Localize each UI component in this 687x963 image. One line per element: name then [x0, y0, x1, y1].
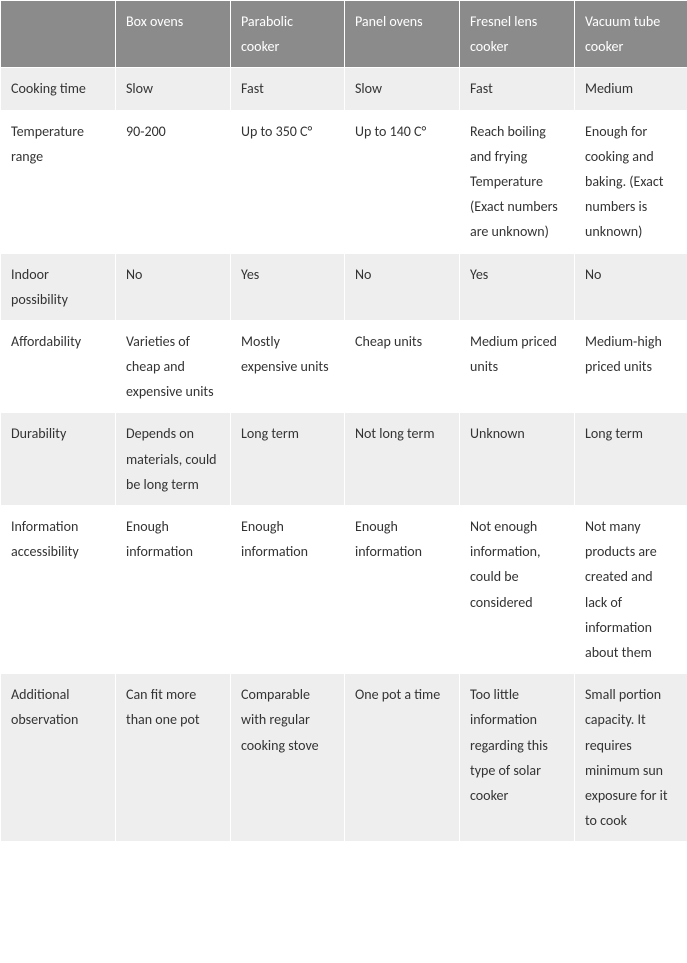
cell: Medium priced units [460, 320, 575, 413]
row-label: Additional observation [1, 674, 116, 842]
cell: Enough information [231, 506, 345, 674]
header-fresnel-lens-cooker: Fresnel lens cooker [460, 1, 575, 68]
cell: Up to 140 C° [345, 110, 460, 253]
comparison-table: Box ovens Parabolic cooker Panel ovens F… [0, 0, 687, 842]
cell: Enough information [345, 506, 460, 674]
table-body: Cooking timeSlowFastSlowFastMediumTemper… [1, 68, 687, 842]
cell: Fast [231, 68, 345, 110]
row-label: Cooking time [1, 68, 116, 110]
table-row: Indoor possibilityNoYesNoYesNo [1, 253, 687, 320]
cell: One pot a time [345, 674, 460, 842]
cell: No [116, 253, 231, 320]
cell: 90-200 [116, 110, 231, 253]
header-blank [1, 1, 116, 68]
cell: Long term [231, 413, 345, 506]
header-parabolic-cooker: Parabolic cooker [231, 1, 345, 68]
cell: Cheap units [345, 320, 460, 413]
cell: Long term [575, 413, 687, 506]
cell: Medium [575, 68, 687, 110]
cell: No [345, 253, 460, 320]
cell: Not many products are created and lack o… [575, 506, 687, 674]
row-label: Indoor possibility [1, 253, 116, 320]
row-label: Affordability [1, 320, 116, 413]
cell: No [575, 253, 687, 320]
cell: Varieties of cheap and expensive units [116, 320, 231, 413]
cell: Medium-high priced units [575, 320, 687, 413]
table-row: DurabilityDepends on materials, could be… [1, 413, 687, 506]
cell: Too little information regarding this ty… [460, 674, 575, 842]
cell: Enough information [116, 506, 231, 674]
cell: Not long term [345, 413, 460, 506]
cell: Yes [231, 253, 345, 320]
cell: Yes [460, 253, 575, 320]
cell: Unknown [460, 413, 575, 506]
row-label: Temperature range [1, 110, 116, 253]
table-row: AffordabilityVarieties of cheap and expe… [1, 320, 687, 413]
header-vacuum-tube-cooker: Vacuum tube cooker [575, 1, 687, 68]
table-row: Information accessibilityEnough informat… [1, 506, 687, 674]
cell: Slow [345, 68, 460, 110]
cell: Can fit more than one pot [116, 674, 231, 842]
cell: Reach boiling and frying Temperature (Ex… [460, 110, 575, 253]
cell: Depends on materials, could be long term [116, 413, 231, 506]
table-row: Temperature range90-200Up to 350 C°Up to… [1, 110, 687, 253]
row-label: Information accessibility [1, 506, 116, 674]
table-header-row: Box ovens Parabolic cooker Panel ovens F… [1, 1, 687, 68]
cell: Slow [116, 68, 231, 110]
cell: Up to 350 C° [231, 110, 345, 253]
cell: Fast [460, 68, 575, 110]
header-panel-ovens: Panel ovens [345, 1, 460, 68]
cell: Comparable with regular cooking stove [231, 674, 345, 842]
table-row: Additional observationCan fit more than … [1, 674, 687, 842]
header-box-ovens: Box ovens [116, 1, 231, 68]
cell: Enough for cooking and baking. (Exact nu… [575, 110, 687, 253]
row-label: Durability [1, 413, 116, 506]
cell: Mostly expensive units [231, 320, 345, 413]
cell: Small portion capacity. It requires mini… [575, 674, 687, 842]
table-row: Cooking timeSlowFastSlowFastMedium [1, 68, 687, 110]
cell: Not enough information, could be conside… [460, 506, 575, 674]
